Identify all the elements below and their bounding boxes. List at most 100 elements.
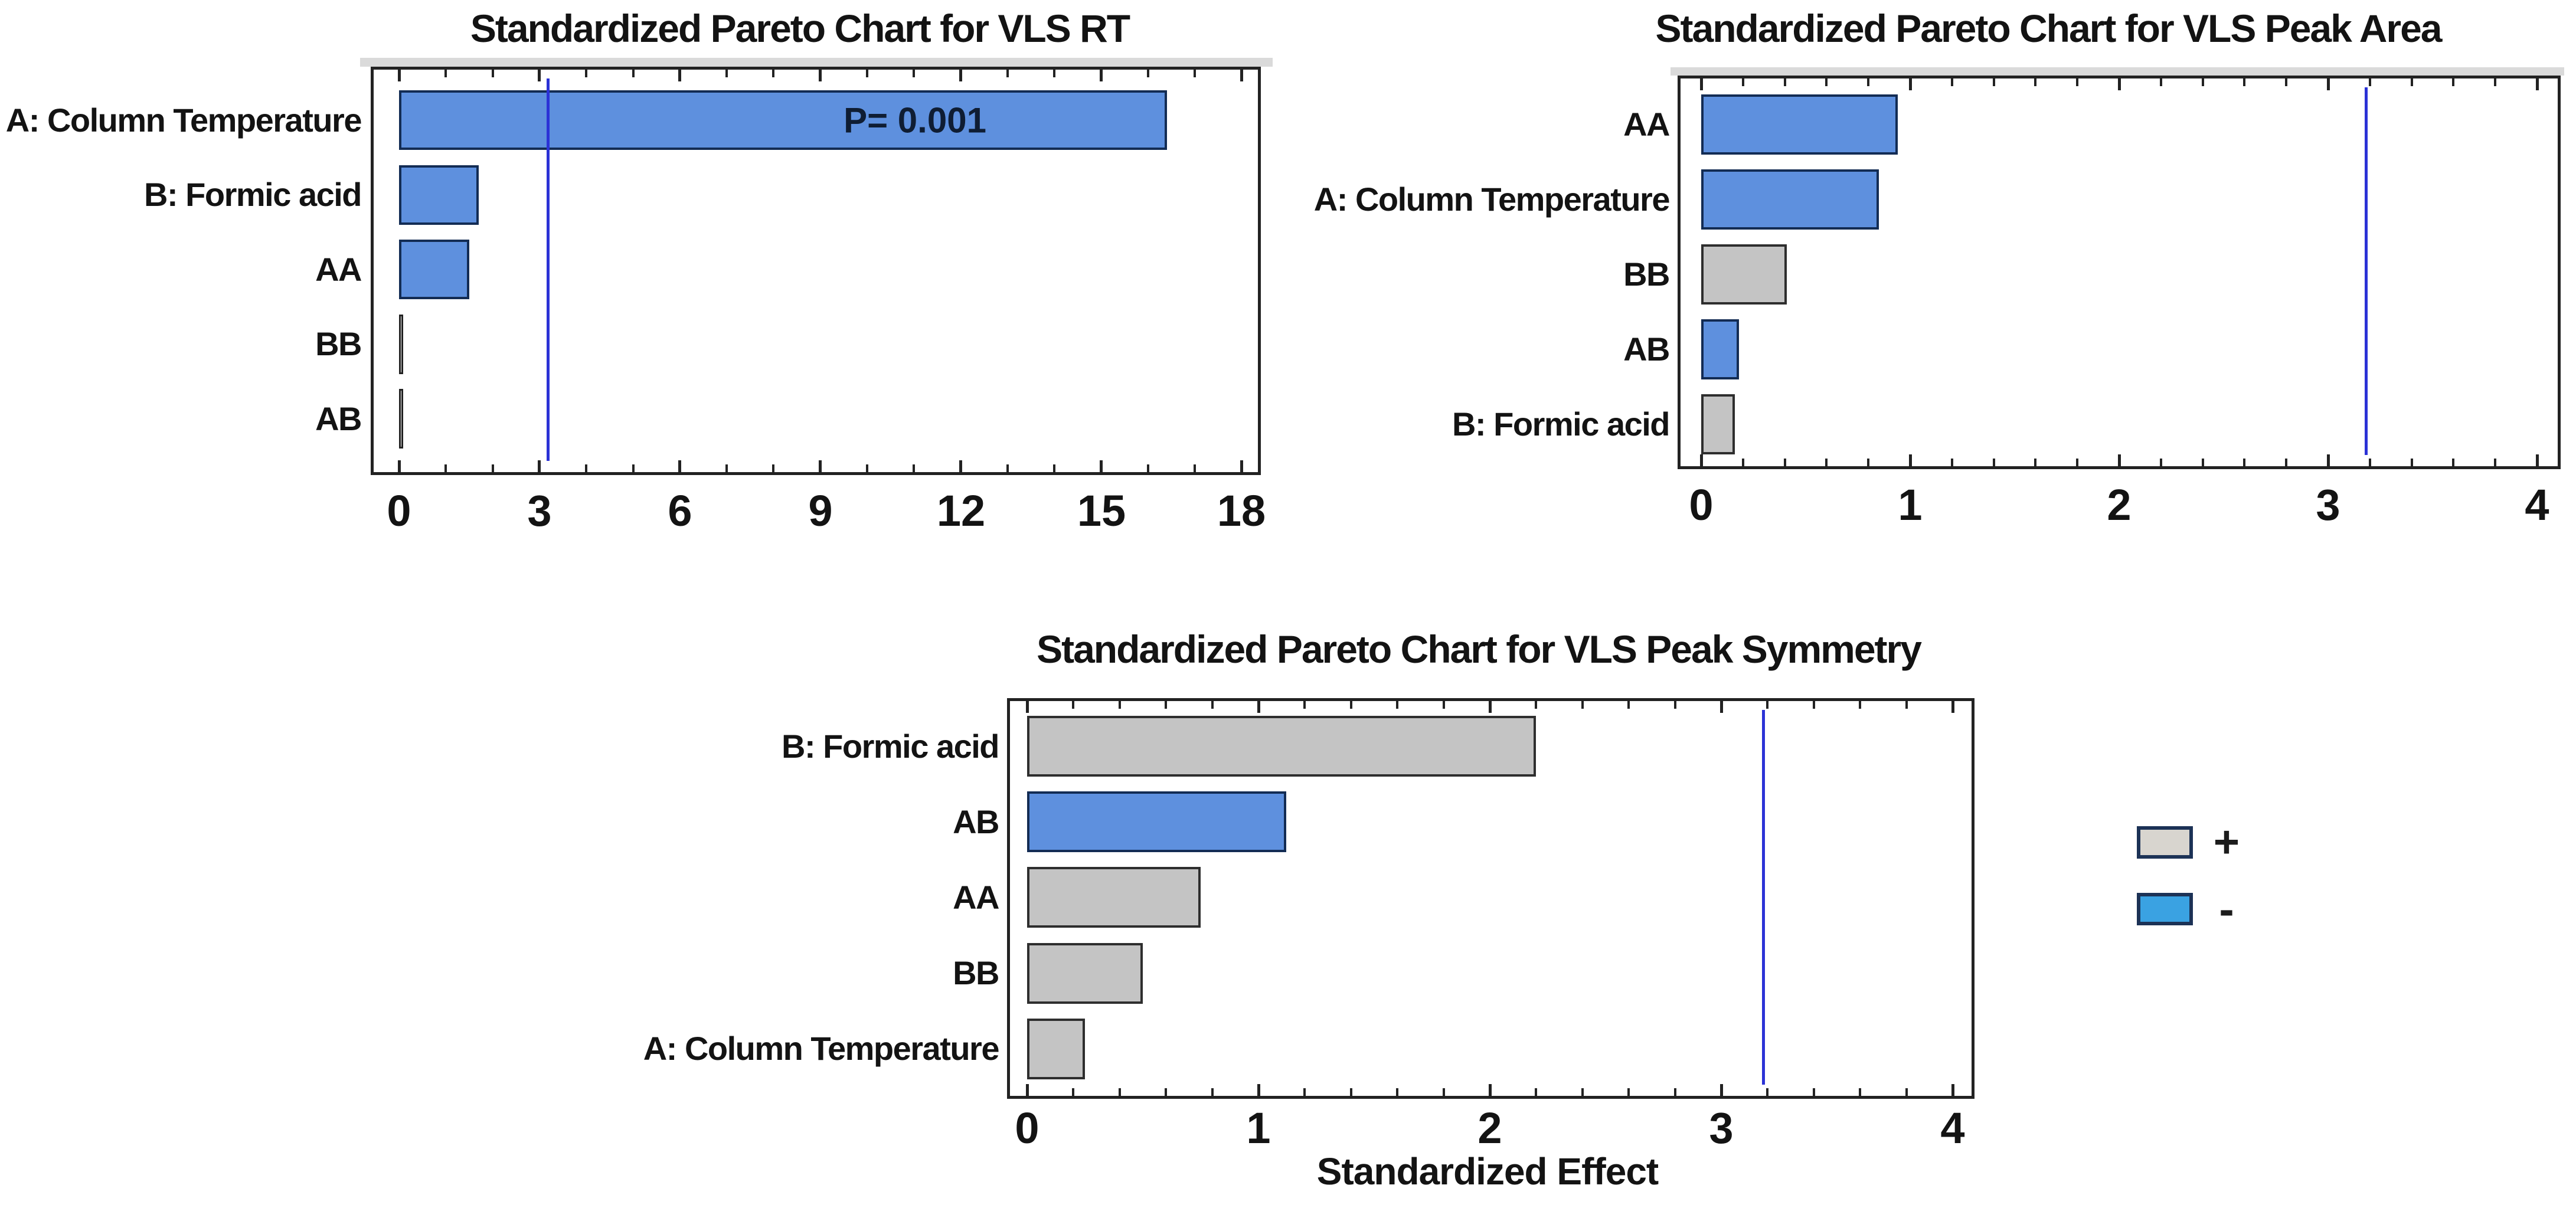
x-axis-tick (2076, 459, 2078, 466)
x-axis-tick (2243, 78, 2245, 86)
category-label: B: Formic acid (144, 176, 362, 213)
x-axis-tick (585, 70, 587, 77)
x-axis-tick (678, 460, 681, 472)
x-axis-tick (2536, 454, 2539, 466)
x-tick-label: 1 (1246, 1104, 1271, 1153)
category-label: BB (953, 954, 999, 991)
x-axis-tick (1720, 1084, 1723, 1096)
pareto-bar (1027, 716, 1536, 777)
x-axis-tick (1742, 78, 1744, 86)
pareto-bar (1027, 943, 1143, 1004)
x-axis-tick (1072, 1088, 1074, 1096)
x-axis-tick (1951, 701, 1954, 713)
header-strip (1671, 67, 2564, 76)
x-axis-tick (1867, 459, 1869, 466)
x-axis-tick (1489, 1084, 1492, 1096)
x-axis-tick (1766, 701, 1768, 709)
x-axis-tick (1006, 464, 1009, 472)
x-axis-tick (1443, 701, 1445, 709)
x-axis-tick (2076, 78, 2078, 86)
x-tick-label: 1 (1898, 480, 1923, 529)
x-tick-label: 2 (2107, 480, 2132, 529)
x-axis-tick (1993, 459, 1995, 466)
category-label: AB (1623, 330, 1670, 368)
x-axis-tick (772, 70, 774, 77)
category-label: AA (1623, 106, 1670, 143)
pareto-bar (1027, 791, 1286, 852)
x-axis-tick (1627, 701, 1630, 709)
category-label: A: Column Temperature (643, 1030, 1000, 1067)
x-axis-tick (2536, 78, 2539, 90)
x-tick-label: 4 (2525, 480, 2549, 529)
x-axis-tick (2369, 459, 2371, 466)
x-tick-label: 9 (808, 486, 833, 535)
category-label: BB (1623, 256, 1670, 293)
legend-swatch-plus (2137, 826, 2193, 859)
chart-title: Standardized Pareto Chart for VLS Peak A… (1655, 6, 2443, 50)
x-axis-tick (2411, 459, 2413, 466)
x-axis-tick (1813, 701, 1815, 709)
x-tick-label: 4 (1940, 1104, 1965, 1153)
chart-title: Standardized Pareto Chart for VLS RT (470, 6, 1130, 50)
x-axis-tick (959, 460, 962, 472)
x-axis-tick (1396, 1088, 1398, 1096)
category-label: BB (315, 325, 362, 362)
x-tick-label: 0 (1689, 480, 1714, 529)
x-axis-tick (444, 464, 447, 472)
x-axis-tick (1909, 78, 1912, 90)
x-axis-tick (866, 70, 868, 77)
x-axis-tick (1257, 1084, 1260, 1096)
x-axis-tick (1951, 459, 1953, 466)
x-axis-tick (1240, 70, 1243, 81)
x-axis-tick (1443, 1088, 1445, 1096)
x-axis-tick (2034, 78, 2036, 86)
category-label: AA (315, 251, 362, 288)
x-axis-tick (1993, 78, 1995, 86)
x-axis-tick (725, 70, 728, 77)
pareto-bar (399, 165, 479, 225)
x-axis-tick (2243, 459, 2245, 466)
chart-title: Standardized Pareto Chart for VLS Peak S… (1037, 627, 1922, 671)
x-axis-tick (725, 464, 728, 472)
pareto-bar (1701, 94, 1898, 155)
x-axis-tick (2452, 78, 2454, 86)
x-axis-tick (678, 70, 681, 81)
x-axis-tick (1742, 459, 1744, 466)
legend-label-plus: + (2213, 817, 2240, 867)
pareto-bar (1701, 394, 1735, 454)
x-tick-label: 2 (1477, 1104, 1502, 1153)
category-label: AB (315, 400, 362, 437)
significance-line (2365, 87, 2368, 455)
x-axis-tick (1674, 1088, 1676, 1096)
x-axis-tick (913, 70, 915, 77)
x-axis-tick (1813, 1088, 1815, 1096)
x-axis-title: Standardized Effect (1316, 1150, 1659, 1193)
category-label: AB (953, 803, 999, 840)
x-axis-tick (1119, 1088, 1121, 1096)
x-axis-tick (1905, 1088, 1908, 1096)
x-axis-tick (1303, 1088, 1306, 1096)
x-axis-tick (1147, 464, 1149, 472)
x-axis-tick (1489, 701, 1492, 713)
x-axis-tick (1194, 70, 1196, 77)
x-axis-tick (1825, 459, 1828, 466)
x-axis-tick (538, 70, 541, 81)
x-tick-label: 15 (1077, 486, 1126, 535)
x-axis-tick (1165, 701, 1167, 709)
x-axis-tick (1211, 1088, 1214, 1096)
x-axis-tick (2034, 459, 2036, 466)
x-axis-tick (1211, 701, 1214, 709)
x-axis-tick (1859, 1088, 1861, 1096)
x-axis-tick (2160, 78, 2162, 86)
pareto-bar (399, 90, 1167, 150)
x-axis-tick (1784, 78, 1786, 86)
x-axis-tick (1257, 701, 1260, 713)
x-axis-tick (1350, 1088, 1352, 1096)
x-axis-tick (1700, 454, 1703, 466)
x-tick-label: 0 (387, 486, 411, 535)
category-label: B: Formic acid (782, 728, 999, 765)
x-axis-tick (1100, 460, 1103, 472)
x-axis-tick (1951, 1084, 1954, 1096)
pareto-bar (1701, 169, 1879, 230)
category-label: B: Formic acid (1452, 405, 1670, 443)
